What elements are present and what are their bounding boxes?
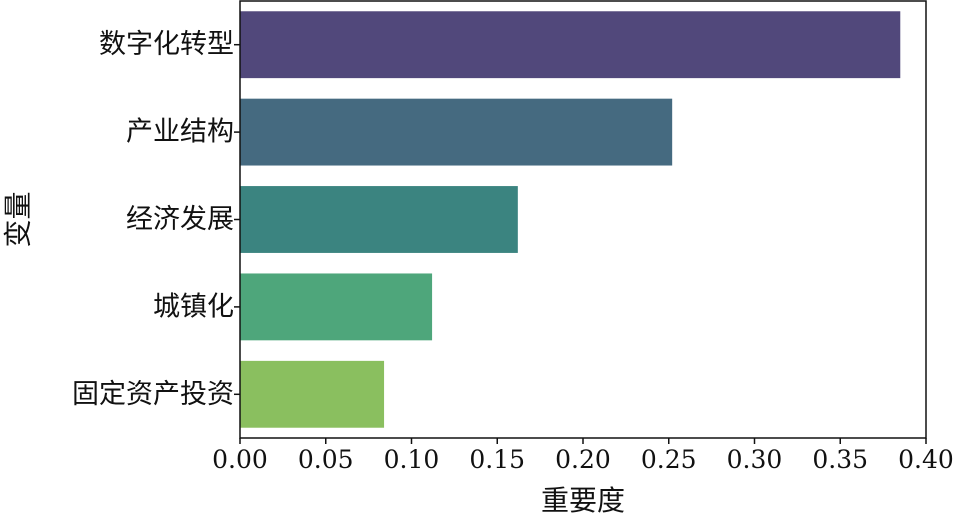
category-label: 产业结构: [126, 117, 234, 148]
category-label: 数字化转型: [99, 29, 234, 60]
x-tick-label: 0.05: [298, 445, 354, 474]
x-tick-labels: 0.00 0.05 0.10 0.15 0.20 0.25 0.30 0.35 0.40: [212, 445, 953, 474]
bar-4: [240, 273, 433, 341]
y-tick-marks: [234, 43, 240, 396]
x-tick-label: 0.10: [384, 445, 440, 474]
x-tick-label: 0.20: [555, 445, 611, 474]
x-tick-label: 0.40: [898, 445, 953, 474]
bar-2: [240, 98, 673, 166]
x-tick-label: 0.15: [469, 445, 525, 474]
x-tick-label: 0.35: [812, 445, 868, 474]
bar-1: [240, 11, 901, 79]
x-tick-label: 0.00: [212, 445, 268, 474]
category-label: 固定资产投资: [72, 379, 234, 410]
x-axis-label: 重要度: [541, 484, 625, 517]
bar-5: [240, 360, 385, 428]
bars-group: [240, 11, 901, 428]
x-tick-label: 0.30: [727, 445, 783, 474]
y-axis-label: 变量: [2, 191, 35, 247]
category-label: 城镇化: [153, 291, 234, 322]
bar-3: [240, 186, 518, 253]
x-tick-label: 0.25: [641, 445, 697, 474]
x-tick-marks: [239, 438, 927, 444]
category-label: 经济发展: [126, 204, 234, 235]
